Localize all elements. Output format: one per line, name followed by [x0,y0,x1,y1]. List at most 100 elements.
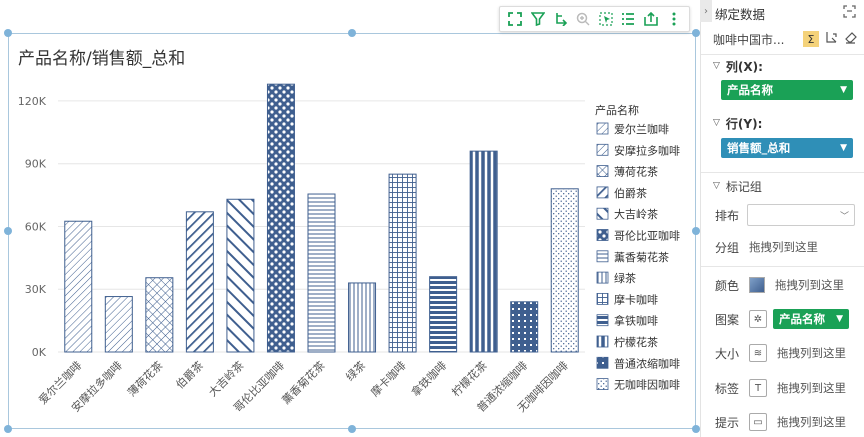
size-drop-zone[interactable]: 拖拽列到这里 [777,346,846,360]
tooltip-settings-icon[interactable]: ▭ [749,413,767,431]
resize-handle-bl[interactable] [4,425,12,433]
column-label: 列(X): [725,59,763,74]
bar[interactable] [469,150,498,353]
column-field-pill[interactable]: 产品名称 ▼ [721,80,853,100]
x-tick-label: 柠檬花茶 [449,358,490,399]
tag-drop-zone[interactable]: 拖拽列到这里 [777,381,846,395]
bar[interactable] [307,193,336,353]
layout-select[interactable]: ﹀ [747,204,855,226]
resize-handle-bm[interactable] [348,425,356,433]
bar[interactable] [266,83,295,353]
resize-handle-tr[interactable] [692,29,700,37]
resize-handle-mr[interactable] [692,227,700,235]
drill-icon[interactable] [552,10,570,28]
expand-icon[interactable] [506,10,524,28]
y-tick-label: 120K [18,95,47,108]
legend-entry[interactable]: 薰香菊花茶 [614,250,669,264]
bar[interactable] [145,277,174,353]
more-icon[interactable] [665,10,683,28]
legend-swatch[interactable] [596,165,609,178]
list-icon[interactable] [619,10,637,28]
resize-handle-ml[interactable] [4,227,12,235]
color-swatch[interactable] [749,277,765,293]
legend-entry[interactable]: 绿茶 [614,271,636,285]
bar[interactable] [429,276,458,353]
chevron-down-icon[interactable]: ▽ [713,181,720,191]
chevron-down-icon: ﹀ [839,211,849,222]
legend-entry[interactable]: 大吉岭茶 [614,207,658,221]
legend-entry[interactable]: 无咖啡因咖啡 [614,378,680,392]
binding-panel: 绑定数据 咖啡中国市... Σ ▽ 列(X): 产品名称 ▼ ▽ 行(Y): 销… [700,0,864,437]
legend-entry[interactable]: 哥伦比亚咖啡 [614,229,680,243]
panel-header: 绑定数据 [715,6,766,22]
resize-handle-br[interactable] [692,425,700,433]
export-icon[interactable] [642,10,660,28]
legend-swatch[interactable] [596,356,609,369]
pattern-label: 图案 [715,312,740,327]
legend-swatch[interactable] [596,335,609,348]
legend-swatch[interactable] [596,186,609,199]
legend-entry[interactable]: 普通浓缩咖啡 [614,356,680,370]
tag-settings-icon[interactable]: T [749,379,767,397]
legend-swatch[interactable] [596,122,609,135]
bar[interactable] [510,301,539,353]
zoom-icon[interactable] [574,10,592,28]
tooltip-label: 提示 [715,415,740,430]
legend-entry[interactable]: 爱尔兰咖啡 [614,122,669,136]
bar[interactable] [104,296,133,353]
dataset-name[interactable]: 咖啡中国市... [713,32,785,47]
pattern-field-text: 产品名称 [779,312,825,326]
legend-swatch[interactable] [596,271,609,284]
select-icon[interactable] [597,10,615,28]
group-drop-zone[interactable]: 拖拽列到这里 [749,240,818,254]
legend-swatch[interactable] [596,143,609,156]
panel-collapse-icon[interactable]: › [700,0,712,22]
bar[interactable] [185,211,214,353]
eraser-icon[interactable] [844,31,857,47]
sum-icon[interactable]: Σ [803,31,819,47]
legend-entry[interactable]: 安摩拉多咖啡 [614,143,680,157]
y-tick-label: 60K [25,220,47,233]
legend-swatch[interactable] [596,207,609,220]
chevron-down-icon[interactable]: ▽ [713,118,720,128]
resize-handle-tl[interactable] [4,29,12,37]
legend-swatch[interactable] [596,292,609,305]
x-tick-label: 拿铁咖啡 [408,358,449,399]
bar[interactable] [226,198,255,353]
field-icon[interactable] [825,31,838,47]
tag-label: 标签 [715,381,740,396]
legend-swatch[interactable] [596,250,609,263]
x-tick-label: 摩卡咖啡 [368,358,409,399]
chart-canvas [0,0,700,437]
legend-swatch[interactable] [596,314,609,327]
chevron-down-icon[interactable]: ▽ [713,61,720,71]
legend-entry[interactable]: 摩卡咖啡 [614,292,658,306]
dropdown-arrow-icon[interactable]: ▼ [836,314,843,324]
legend-entry[interactable]: 伯爵茶 [614,186,647,200]
filter-icon[interactable] [529,10,547,28]
legend-entry[interactable]: 柠檬花茶 [614,335,658,349]
legend-swatch[interactable] [596,229,609,241]
tooltip-drop-zone[interactable]: 拖拽列到这里 [777,415,846,429]
resize-handle-tm[interactable] [348,29,356,37]
y-tick-label: 30K [25,283,47,296]
bar[interactable] [550,188,579,353]
dropdown-arrow-icon[interactable]: ▼ [840,143,847,153]
color-drop-zone[interactable]: 拖拽列到这里 [775,278,844,292]
x-tick-label: 绿茶 [343,358,368,383]
size-settings-icon[interactable]: ≋ [749,344,767,362]
bar[interactable] [348,282,377,353]
swap-icon[interactable] [842,4,857,23]
legend-entry[interactable]: 拿铁咖啡 [614,314,658,328]
bar[interactable] [388,173,417,353]
legend-swatch[interactable] [596,378,609,391]
legend-entry[interactable]: 薄荷花茶 [614,165,658,179]
bar[interactable] [64,220,93,353]
row-field-pill[interactable]: 销售额_总和 ▼ [721,138,853,158]
dropdown-arrow-icon[interactable]: ▼ [840,85,847,95]
marks-label: 标记组 [725,179,762,194]
row-field-text: 销售额_总和 [727,141,791,155]
pattern-settings-icon[interactable]: ✲ [749,310,767,328]
pattern-field-pill[interactable]: 产品名称 ▼ [773,309,849,329]
